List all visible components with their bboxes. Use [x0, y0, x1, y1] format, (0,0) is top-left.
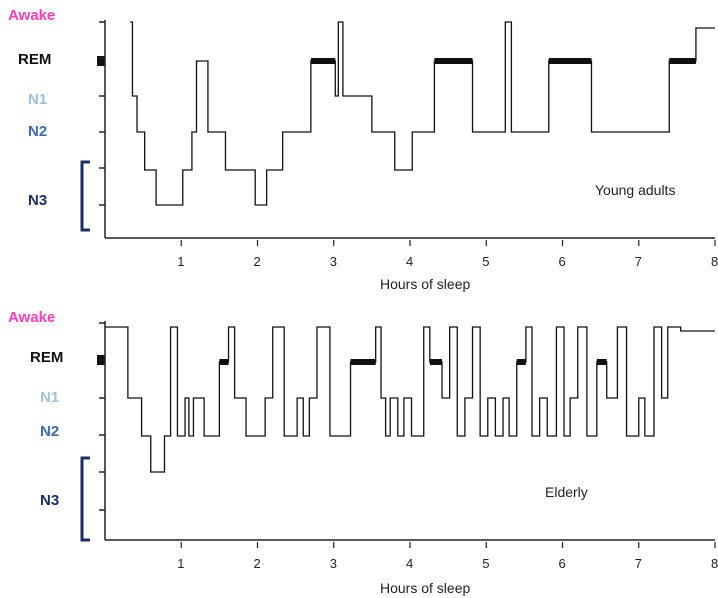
- hypnogram-panel-elderly: Awake REM N1 N2 N3 Elderly Hours of slee…: [8, 309, 718, 596]
- panel-annotation: Young adults: [595, 182, 675, 198]
- stage-label-n2: N2: [40, 423, 59, 440]
- rem-marker: [97, 56, 105, 66]
- stage-label-n1: N1: [40, 389, 59, 406]
- x-axis-title: Hours of sleep: [380, 580, 470, 596]
- x-tick-label: 8: [711, 254, 718, 269]
- stage-label-n2: N2: [28, 123, 47, 140]
- stage-label-n1: N1: [28, 91, 47, 108]
- x-ticks: 1 2 3 4 5 6 7 8: [177, 240, 718, 269]
- n3-bracket: [80, 456, 90, 542]
- stage-label-awake: Awake: [8, 7, 55, 24]
- n3-bracket: [80, 160, 90, 232]
- panel-annotation: Elderly: [545, 484, 588, 500]
- x-tick-label: 4: [406, 556, 413, 571]
- x-tick-label: 5: [482, 254, 489, 269]
- x-tick-label: 4: [406, 254, 413, 269]
- x-tick-label: 3: [330, 254, 337, 269]
- hypnogram-trace: [105, 326, 715, 473]
- x-tick-label: 2: [254, 556, 261, 571]
- x-tick-label: 1: [177, 254, 184, 269]
- x-tick-label: 7: [635, 254, 642, 269]
- y-ticks: [99, 322, 105, 511]
- x-tick-label: 2: [254, 254, 261, 269]
- hypnogram-line: [105, 326, 715, 473]
- x-tick-label: 1: [177, 556, 184, 571]
- x-ticks: 1 2 3 4 5 6 7 8: [177, 542, 718, 571]
- stage-label-awake: Awake: [8, 309, 55, 326]
- x-tick-label: 7: [635, 556, 642, 571]
- hypnogram-line: [130, 21, 715, 206]
- x-tick-label: 6: [559, 254, 566, 269]
- x-axis-title: Hours of sleep: [380, 276, 470, 292]
- stage-label-rem: REM: [18, 51, 51, 68]
- x-tick-label: 8: [711, 556, 718, 571]
- hypnogram-panel-young-adults: Awake REM N1 N2 N3 Young adults Hours of…: [8, 7, 718, 292]
- x-tick-label: 6: [559, 556, 566, 571]
- x-tick-label: 5: [482, 556, 489, 571]
- stage-label-rem: REM: [30, 349, 63, 366]
- x-tick-label: 3: [330, 556, 337, 571]
- y-ticks: [99, 21, 105, 206]
- stage-label-n3: N3: [28, 192, 47, 209]
- stage-label-n3: N3: [40, 492, 59, 509]
- hypnogram-trace: [130, 21, 715, 206]
